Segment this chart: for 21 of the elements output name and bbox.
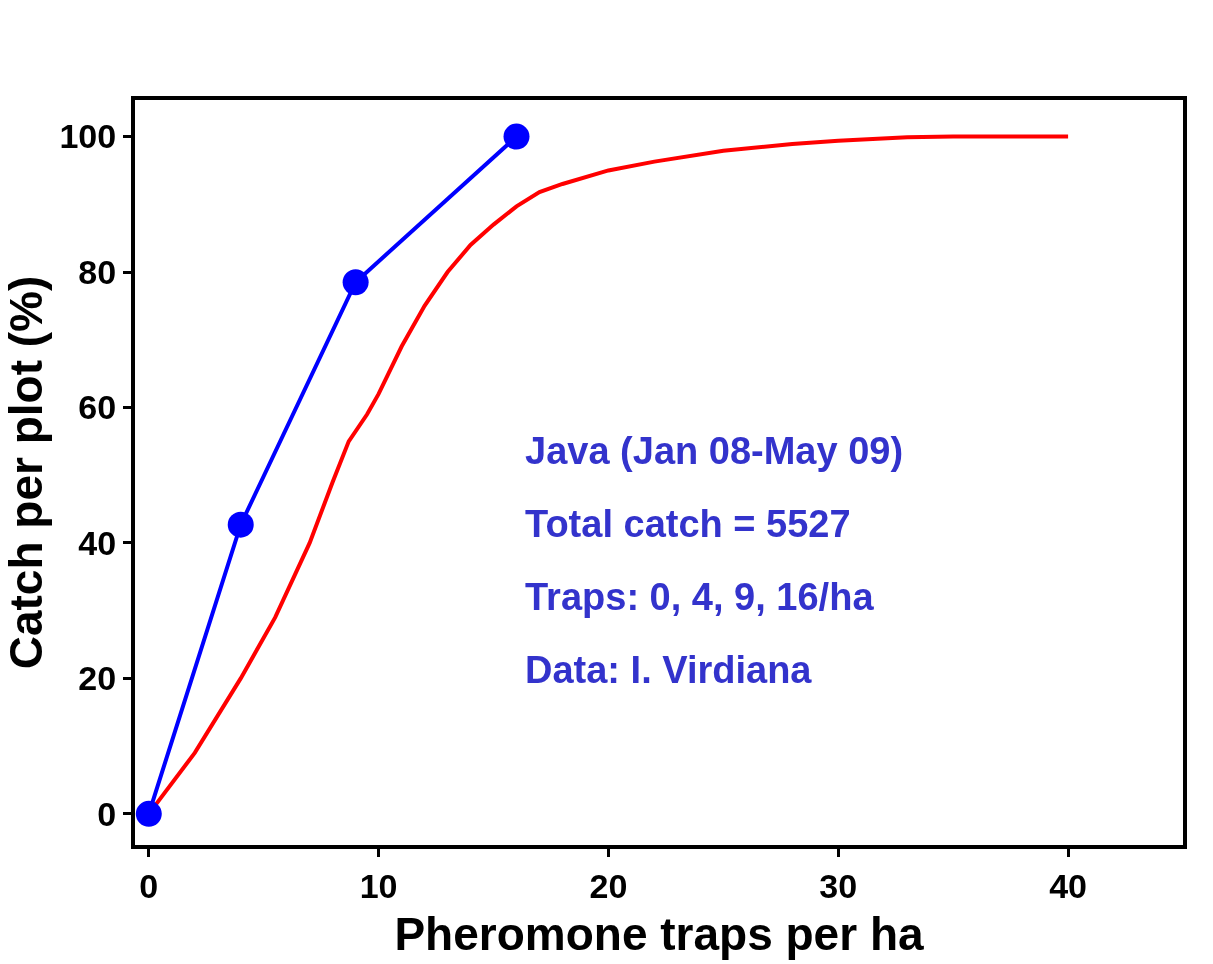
- annotation: Data: I. Virdiana: [525, 649, 813, 691]
- y-axis-title: Catch per plot (%): [0, 275, 52, 670]
- point: [227, 511, 254, 538]
- x-axis-title: Pheromone traps per ha: [394, 908, 924, 960]
- point: [135, 800, 162, 827]
- x-tick-label: 20: [589, 866, 628, 905]
- x-tick-label: 10: [359, 866, 398, 905]
- y-tick-label: 0: [97, 794, 117, 833]
- point: [503, 123, 530, 150]
- y-tick-label: 60: [78, 388, 117, 427]
- annotation: Traps: 0, 4, 9, 16/ha: [525, 576, 875, 618]
- x-tick-label: 0: [139, 866, 159, 905]
- y-tick-label: 80: [78, 252, 117, 291]
- y-tick-label: 100: [59, 117, 117, 156]
- x-tick-label: 40: [1049, 866, 1087, 905]
- point: [342, 269, 369, 296]
- y-tick-label: 20: [78, 659, 117, 698]
- x-tick-label: 30: [819, 866, 858, 905]
- annotation: Total catch = 5527: [525, 503, 851, 545]
- y-tick-label: 40: [78, 523, 117, 562]
- annotation: Java (Jan 08-May 09): [525, 430, 904, 472]
